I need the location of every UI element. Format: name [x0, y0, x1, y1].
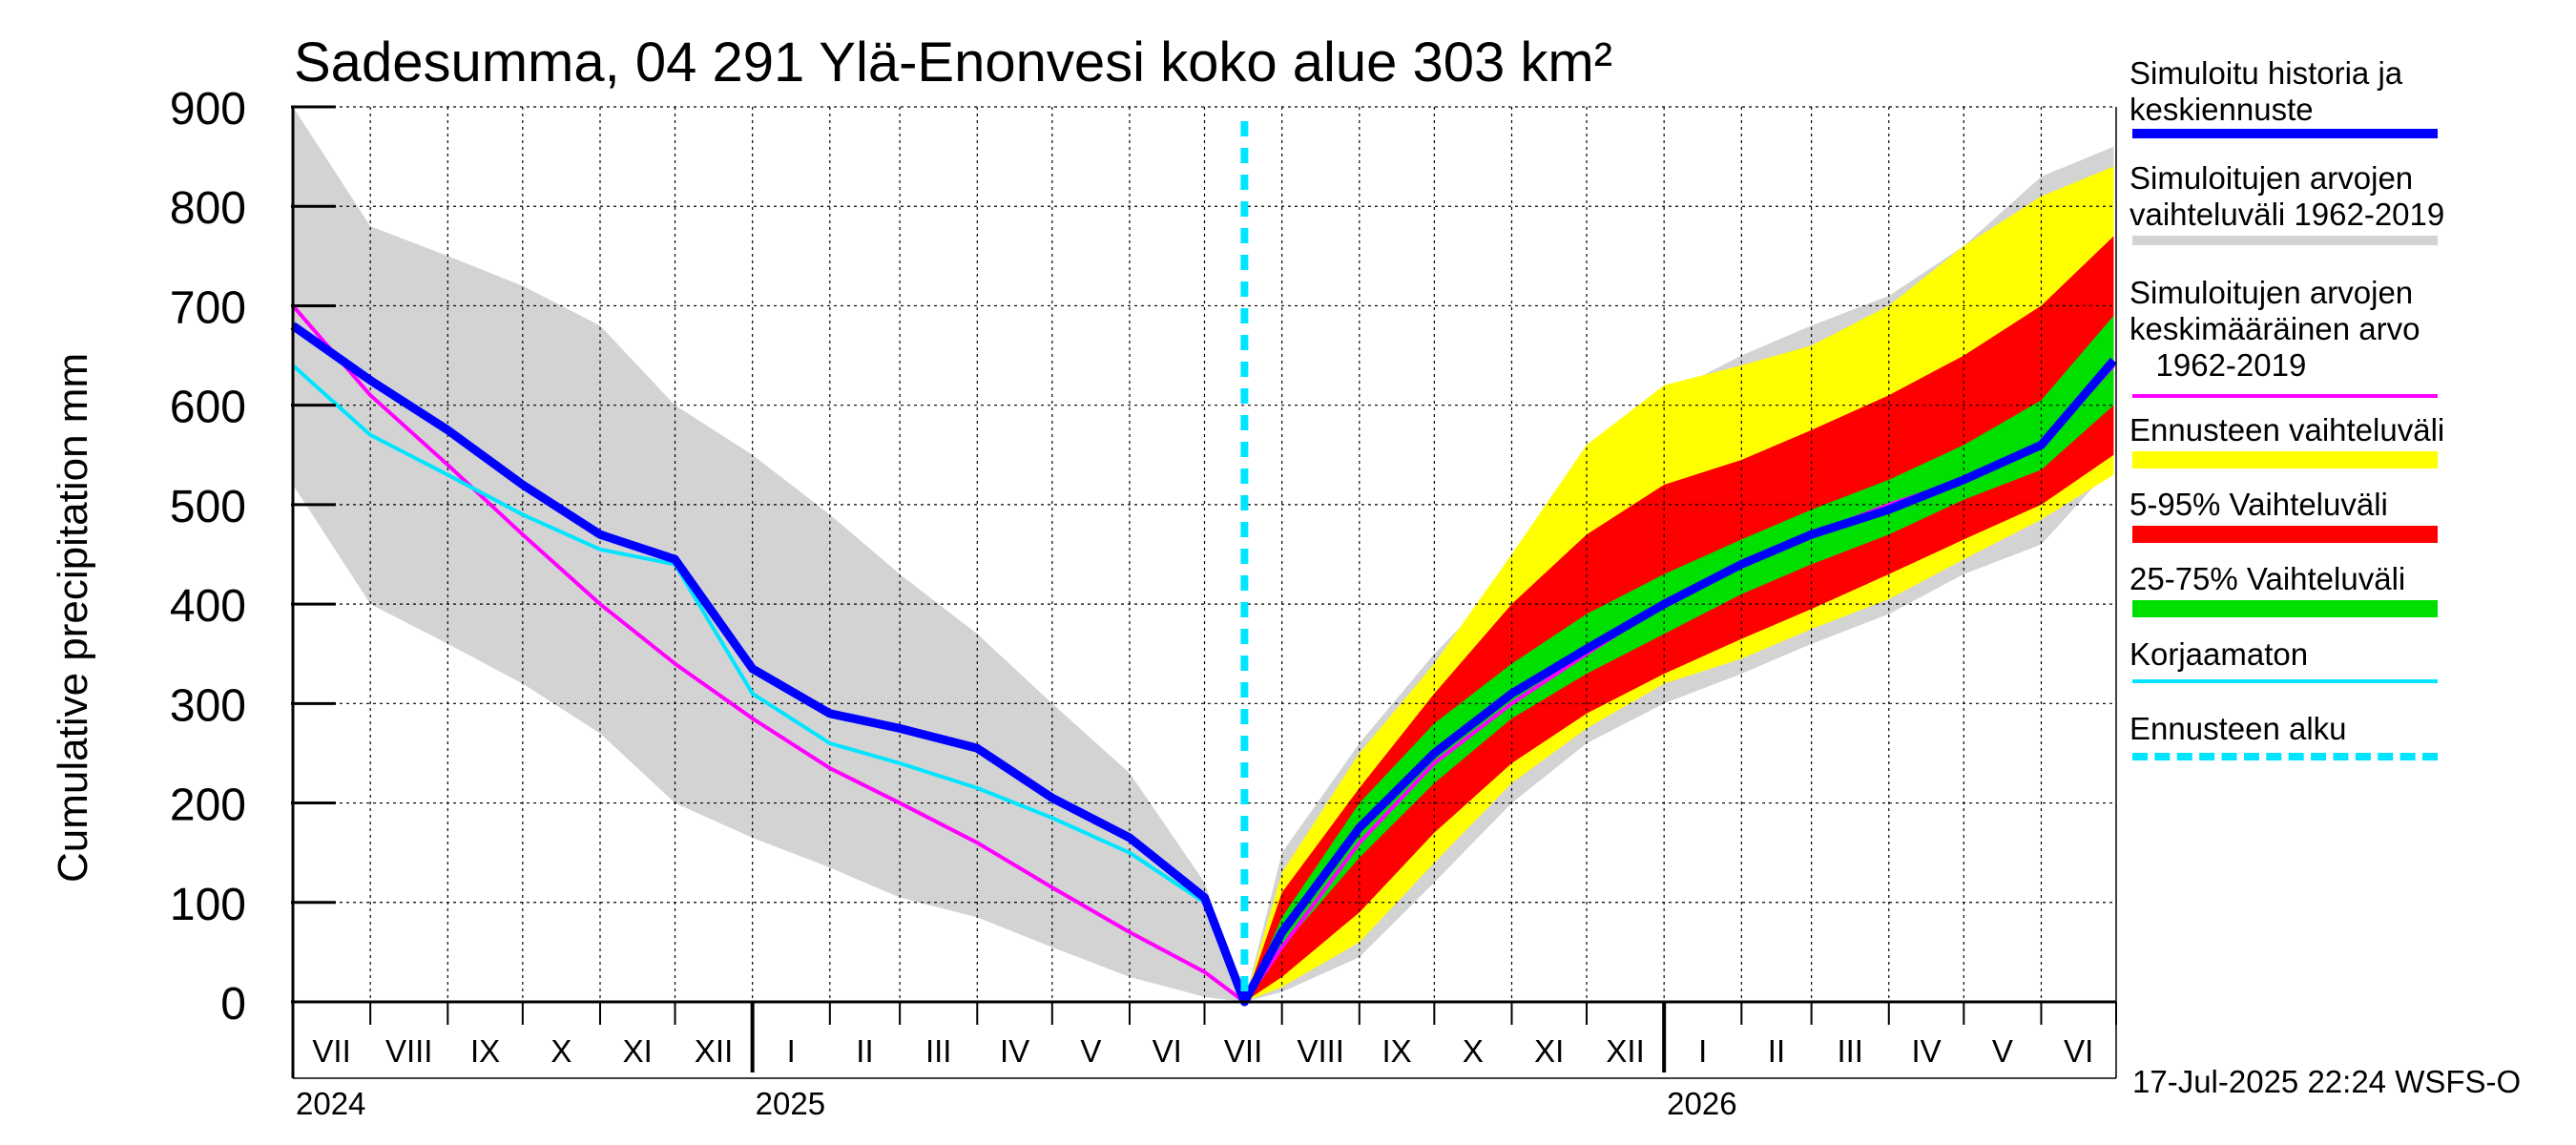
band-25-75-vaihteluv-li: [1244, 315, 2114, 1002]
y-tick-label: 900: [170, 84, 246, 135]
month-label: XII: [1606, 1033, 1644, 1069]
grid-lines: [293, 106, 2116, 1002]
legend-swatch: [2132, 236, 2438, 245]
y-tick-label: 400: [170, 581, 246, 632]
month-label: IX: [1381, 1033, 1411, 1069]
legend-label: 5-95% Vaihteluväli: [2129, 487, 2388, 522]
y-tick-label: 500: [170, 482, 246, 532]
month-label: VIII: [1297, 1033, 1344, 1069]
legend-swatch: [2132, 451, 2438, 468]
month-label: III: [925, 1033, 952, 1069]
month-label: IV: [1911, 1033, 1941, 1069]
legend-item-simuloitujen-arvojen-keskim-r-inen-arvo-1962-2019: Simuloitujen arvojen keskimääräinen arvo…: [2129, 275, 2549, 384]
month-label: XI: [623, 1033, 653, 1069]
y-tick-label: 300: [170, 680, 246, 731]
month-label: IX: [470, 1033, 500, 1069]
legend-swatch: [2132, 394, 2438, 398]
chart-title: Sadesumma, 04 291 Ylä-Enonvesi koko alue…: [294, 31, 1613, 94]
month-label: V: [1080, 1033, 1101, 1069]
month-label: V: [1992, 1033, 2013, 1069]
legend-item-simuloitujen-arvojen-vaihteluv-li-1962-2019: Simuloitujen arvojen vaihteluväli 1962-2…: [2129, 160, 2549, 233]
legend-item-korjaamaton: Korjaamaton: [2129, 636, 2549, 673]
legend-item-5-95-vaihteluv-li: 5-95% Vaihteluväli: [2129, 487, 2549, 523]
month-label: XI: [1534, 1033, 1564, 1069]
x-year-labels: 2024 2025 2026: [296, 1086, 1737, 1121]
y-tick-label: 200: [170, 781, 246, 831]
month-label: I: [1698, 1033, 1707, 1069]
month-label: VIII: [385, 1033, 433, 1069]
legend-item-ennusteen-alku: Ennusteen alku: [2129, 711, 2549, 747]
legend-item-ennusteen-vaihteluv-li: Ennusteen vaihteluväli: [2129, 412, 2549, 448]
legend-swatch: [2132, 753, 2438, 760]
y-tick-label: 0: [220, 979, 246, 1030]
y-tick-label: 700: [170, 282, 246, 333]
month-label: VI: [2064, 1033, 2093, 1069]
series-korjaamaton: [291, 364, 1247, 1003]
legend-swatch: [2132, 600, 2438, 617]
month-label: X: [1463, 1033, 1484, 1069]
year-label: 2025: [756, 1086, 825, 1121]
month-label: III: [1837, 1033, 1863, 1069]
month-label: VII: [312, 1033, 350, 1069]
series-simuloitu-historia-ja-keskiennuste: [290, 322, 2117, 1007]
month-label: VII: [1224, 1033, 1262, 1069]
month-label: I: [787, 1033, 796, 1069]
legend-swatch: [2132, 679, 2438, 683]
legend-label: Korjaamaton: [2129, 636, 2309, 672]
month-label: II: [856, 1033, 873, 1069]
legend-label: Simuloitu historia ja keskiennuste: [2129, 55, 2403, 127]
legend-label: Ennusteen alku: [2129, 711, 2347, 746]
y-tick-label: 800: [170, 183, 246, 234]
legend-label: Simuloitujen arvojen keskimääräinen arvo…: [2129, 275, 2420, 383]
y-tick-label: 600: [170, 383, 246, 433]
month-label: VI: [1153, 1033, 1182, 1069]
month-label: XII: [695, 1033, 733, 1069]
month-label: X: [551, 1033, 571, 1069]
legend-label: 25-75% Vaihteluväli: [2129, 561, 2406, 596]
legend-swatch: [2132, 526, 2438, 543]
month-label: IV: [1000, 1033, 1029, 1069]
timestamp-footer: 17-Jul-2025 22:24 WSFS-O: [2132, 1064, 2522, 1099]
legend-item-25-75-vaihteluv-li: 25-75% Vaihteluväli: [2129, 561, 2549, 597]
legend-label: Ennusteen vaihteluväli: [2129, 412, 2445, 448]
legend-swatch: [2132, 129, 2438, 138]
band-simuloitujen-arvojen-vaihteluv-li-1962-2019: [293, 107, 2114, 1002]
legend-label: Simuloitujen arvojen vaihteluväli 1962-2…: [2129, 160, 2445, 232]
year-label: 2024: [296, 1086, 365, 1121]
y-tick-labels: 0 100 200 300 400 500 600 700 800 900: [170, 84, 336, 1030]
year-label: 2026: [1667, 1086, 1736, 1121]
x-month-labels: VII VIII IX X XI XII I II III IV V VI VII VIII IX X XI XI…: [292, 1002, 2117, 1072]
legend-item-simuloitu-historia-ja-keskiennuste: Simuloitu historia ja keskiennuste: [2129, 55, 2549, 128]
month-label: II: [1768, 1033, 1785, 1069]
y-tick-label: 100: [170, 880, 246, 930]
